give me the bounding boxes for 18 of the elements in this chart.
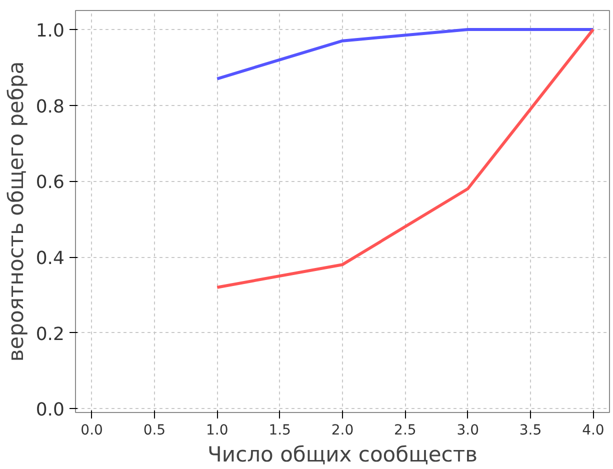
x-tick-label: 1.0 [206, 422, 228, 438]
x-tick-label: 0.0 [80, 422, 103, 438]
y-tick-label: 0.4 [36, 248, 65, 270]
x-tick-label: 3.0 [456, 422, 479, 438]
x-tick-label: 2.0 [331, 422, 354, 438]
x-tick-label: 2.5 [394, 422, 416, 438]
line-series [216, 28, 595, 289]
y-tick-label: 0.6 [36, 172, 65, 194]
y-axis-title: вероятность общего ребра [4, 61, 28, 362]
x-tick-label: 1.5 [268, 422, 291, 438]
x-tick-label: 3.5 [519, 422, 542, 438]
y-tick-label: 0.2 [36, 324, 65, 345]
y-tick-label: 1.0 [36, 20, 65, 42]
y-tick-label: 0.0 [36, 400, 65, 421]
x-tick-label: 4.0 [582, 422, 604, 438]
y-tick-label: 0.8 [36, 96, 65, 118]
x-axis-title: Число общих сообществ [208, 442, 478, 466]
x-tick-label: 0.5 [143, 422, 166, 438]
